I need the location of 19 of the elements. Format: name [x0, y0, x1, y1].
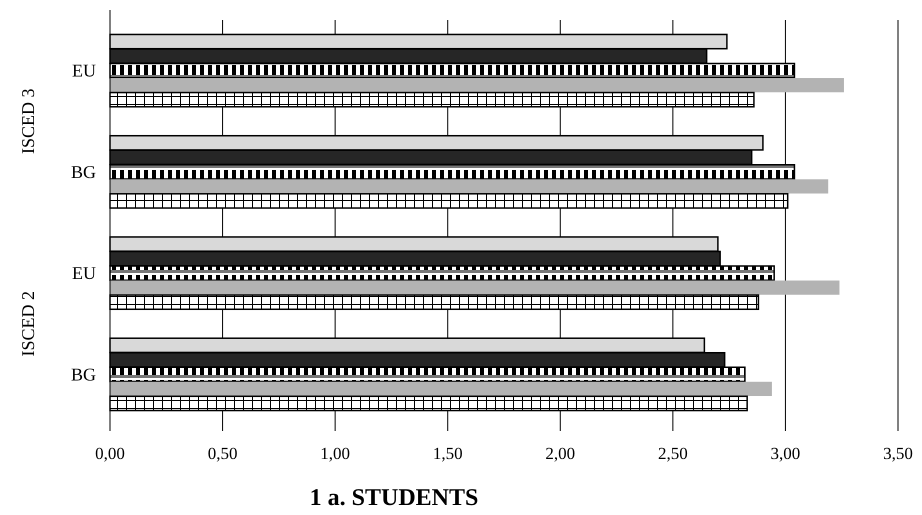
y-tick-label: EU — [72, 60, 96, 81]
y-tick-label: BG — [70, 364, 96, 384]
text: ISCED 2 — [18, 290, 38, 357]
x-tick-label: 1,00 — [320, 444, 350, 463]
y-tick-label: EU — [72, 263, 96, 284]
x-tick-label: 0,50 — [208, 444, 238, 463]
text: 1 a. STUDENTS — [310, 485, 478, 511]
x-tick-label: 1,50 — [432, 444, 463, 463]
x-tick-label: 2,50 — [658, 444, 688, 463]
x-tick-label: 0,00 — [95, 444, 125, 463]
x-tick-label: 3,00 — [770, 444, 800, 463]
x-tick-label: 2,00 — [545, 444, 576, 463]
bar — [110, 280, 840, 295]
x-tick-label: 3,50 — [883, 444, 913, 463]
bar — [110, 382, 772, 396]
bar — [110, 179, 828, 194]
bar — [110, 78, 844, 92]
text: ISCED 3 — [18, 88, 38, 154]
y-tick-label: BG — [70, 162, 96, 182]
